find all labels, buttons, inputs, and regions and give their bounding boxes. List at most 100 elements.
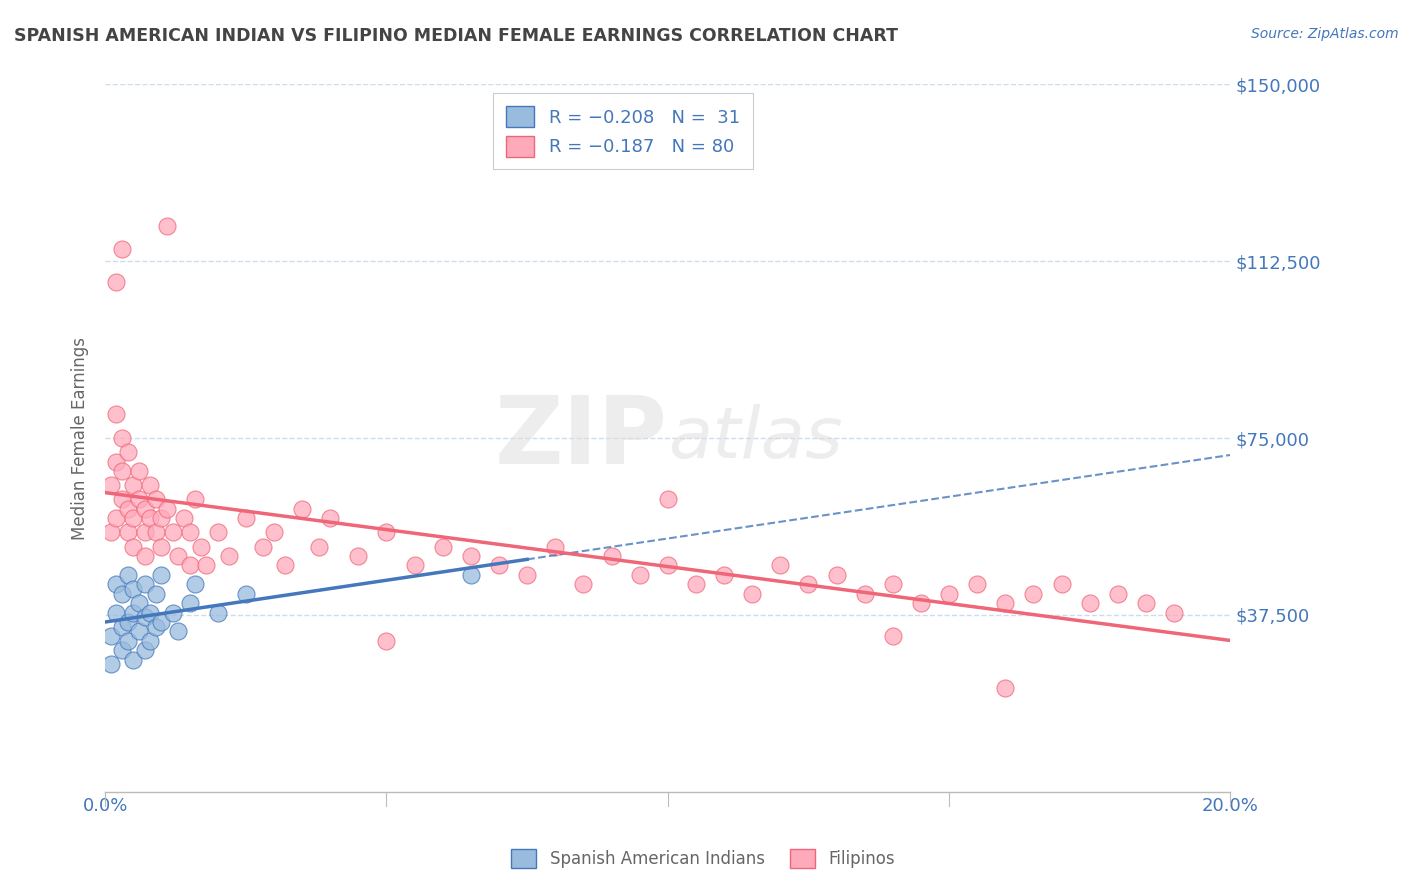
Point bbox=[150, 540, 173, 554]
Point bbox=[713, 567, 735, 582]
Point bbox=[167, 624, 190, 639]
Point bbox=[128, 624, 150, 639]
Point bbox=[797, 577, 820, 591]
Point bbox=[105, 276, 128, 290]
Legend: Spanish American Indians, Filipinos: Spanish American Indians, Filipinos bbox=[505, 843, 901, 875]
Point bbox=[111, 620, 134, 634]
Point bbox=[460, 549, 482, 563]
Point bbox=[150, 567, 173, 582]
Point bbox=[117, 525, 139, 540]
Point bbox=[128, 492, 150, 507]
Point bbox=[375, 525, 398, 540]
Point bbox=[488, 558, 510, 573]
Point bbox=[173, 511, 195, 525]
Point bbox=[657, 492, 679, 507]
Point bbox=[274, 558, 297, 573]
Point bbox=[235, 511, 257, 525]
Point bbox=[156, 501, 179, 516]
Point bbox=[105, 455, 128, 469]
Point bbox=[600, 549, 623, 563]
Point bbox=[150, 511, 173, 525]
Point bbox=[134, 610, 156, 624]
Point bbox=[145, 620, 167, 634]
Point bbox=[741, 587, 763, 601]
Point bbox=[994, 596, 1017, 610]
Point bbox=[184, 577, 207, 591]
Point bbox=[122, 653, 145, 667]
Point bbox=[195, 558, 218, 573]
Point bbox=[134, 501, 156, 516]
Point bbox=[134, 549, 156, 563]
Text: ZIP: ZIP bbox=[495, 392, 668, 484]
Point bbox=[128, 596, 150, 610]
Point bbox=[100, 478, 122, 492]
Point bbox=[882, 629, 904, 643]
Point bbox=[994, 681, 1017, 695]
Point bbox=[117, 633, 139, 648]
Point bbox=[179, 596, 201, 610]
Point bbox=[291, 501, 314, 516]
Point bbox=[105, 511, 128, 525]
Point bbox=[460, 567, 482, 582]
Point bbox=[1135, 596, 1157, 610]
Point bbox=[404, 558, 426, 573]
Point bbox=[432, 540, 454, 554]
Point bbox=[825, 567, 848, 582]
Point bbox=[139, 606, 162, 620]
Point bbox=[184, 492, 207, 507]
Text: atlas: atlas bbox=[668, 403, 842, 473]
Point bbox=[1050, 577, 1073, 591]
Point bbox=[1163, 606, 1185, 620]
Point bbox=[122, 478, 145, 492]
Point bbox=[572, 577, 595, 591]
Point bbox=[347, 549, 370, 563]
Point bbox=[938, 587, 960, 601]
Point bbox=[122, 540, 145, 554]
Point bbox=[544, 540, 567, 554]
Point bbox=[139, 478, 162, 492]
Point bbox=[145, 492, 167, 507]
Point bbox=[105, 606, 128, 620]
Point bbox=[117, 501, 139, 516]
Point bbox=[263, 525, 285, 540]
Text: SPANISH AMERICAN INDIAN VS FILIPINO MEDIAN FEMALE EARNINGS CORRELATION CHART: SPANISH AMERICAN INDIAN VS FILIPINO MEDI… bbox=[14, 27, 898, 45]
Point bbox=[122, 511, 145, 525]
Point bbox=[207, 525, 229, 540]
Point bbox=[117, 567, 139, 582]
Point bbox=[179, 558, 201, 573]
Point bbox=[235, 587, 257, 601]
Text: Source: ZipAtlas.com: Source: ZipAtlas.com bbox=[1251, 27, 1399, 41]
Point bbox=[100, 629, 122, 643]
Point bbox=[1078, 596, 1101, 610]
Point bbox=[111, 243, 134, 257]
Point bbox=[150, 615, 173, 629]
Point bbox=[319, 511, 342, 525]
Point bbox=[769, 558, 792, 573]
Point bbox=[139, 511, 162, 525]
Point bbox=[628, 567, 651, 582]
Point bbox=[179, 525, 201, 540]
Point bbox=[100, 657, 122, 672]
Point bbox=[882, 577, 904, 591]
Point bbox=[252, 540, 274, 554]
Point bbox=[162, 606, 184, 620]
Point bbox=[207, 606, 229, 620]
Point bbox=[117, 615, 139, 629]
Point bbox=[853, 587, 876, 601]
Point bbox=[128, 464, 150, 478]
Point bbox=[145, 587, 167, 601]
Point bbox=[111, 464, 134, 478]
Point bbox=[190, 540, 212, 554]
Point bbox=[910, 596, 932, 610]
Point bbox=[218, 549, 240, 563]
Point bbox=[134, 577, 156, 591]
Y-axis label: Median Female Earnings: Median Female Earnings bbox=[72, 336, 89, 540]
Point bbox=[134, 643, 156, 657]
Point bbox=[111, 643, 134, 657]
Point bbox=[375, 633, 398, 648]
Point bbox=[685, 577, 707, 591]
Point bbox=[139, 633, 162, 648]
Point bbox=[111, 587, 134, 601]
Point bbox=[117, 445, 139, 459]
Point bbox=[105, 577, 128, 591]
